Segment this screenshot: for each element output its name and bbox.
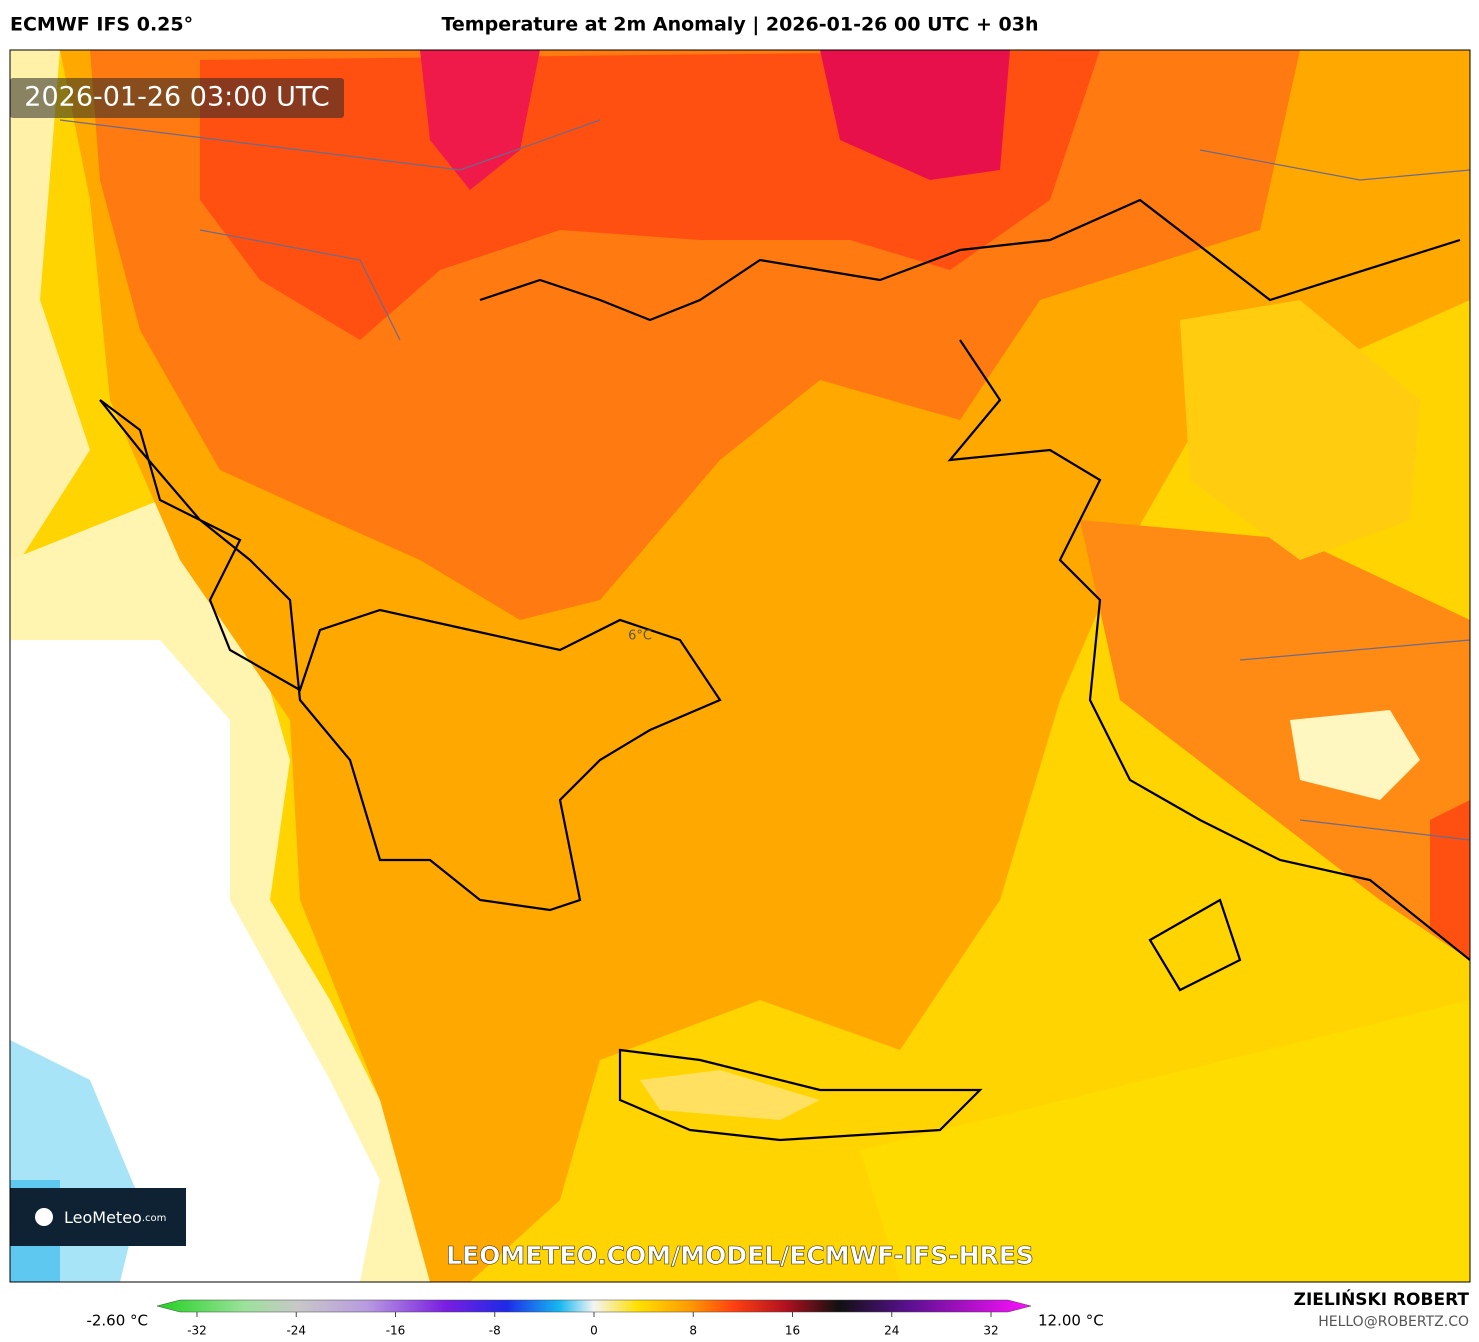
model-name: ECMWF IFS 0.25° <box>10 14 193 36</box>
colorbar-tick-label: -8 <box>489 1324 501 1338</box>
colorbar-min-label: -2.60 °C <box>86 1312 148 1330</box>
colorbar-tick-label: -16 <box>386 1324 406 1338</box>
colorbar-tick-label: 32 <box>983 1324 998 1338</box>
logo-text: LeoMeteo.com <box>64 1208 166 1227</box>
colorbar-tick-label: 8 <box>689 1324 697 1338</box>
colorbar-tick-label: -24 <box>286 1324 306 1338</box>
contour-label: 6°C <box>628 629 652 644</box>
logo-suffix: .com <box>142 1213 167 1224</box>
colorbar <box>156 1299 1032 1313</box>
colorbar-max-label: 12.00 °C <box>1038 1312 1104 1330</box>
map-area: 2026-01-26 03:00 UTC 6°C LeoMeteo.com LE… <box>10 50 1470 1282</box>
colorbar-tick-label: 24 <box>884 1324 899 1338</box>
map-title: Temperature at 2m Anomaly | 2026-01-26 0… <box>441 14 1038 36</box>
email: HELLO@ROBERTZ.CO <box>1318 1314 1469 1330</box>
author: ZIELIŃSKI ROBERT <box>1294 1288 1470 1310</box>
valid-time: 2026-01-26 03:00 UTC <box>24 82 329 113</box>
colorbar-tick-label: 0 <box>590 1324 598 1338</box>
logo-brand: LeoMeteo <box>64 1208 142 1227</box>
watermark: LEOMETEO.COM/MODEL/ECMWF-IFS-HRES <box>446 1241 1034 1270</box>
colorbar-ticks: -32 -24 -16 -8 0 8 16 24 32 <box>187 1312 999 1338</box>
colorbar-tick-label: -32 <box>187 1324 207 1338</box>
colorbar-tick-label: 16 <box>785 1324 800 1338</box>
